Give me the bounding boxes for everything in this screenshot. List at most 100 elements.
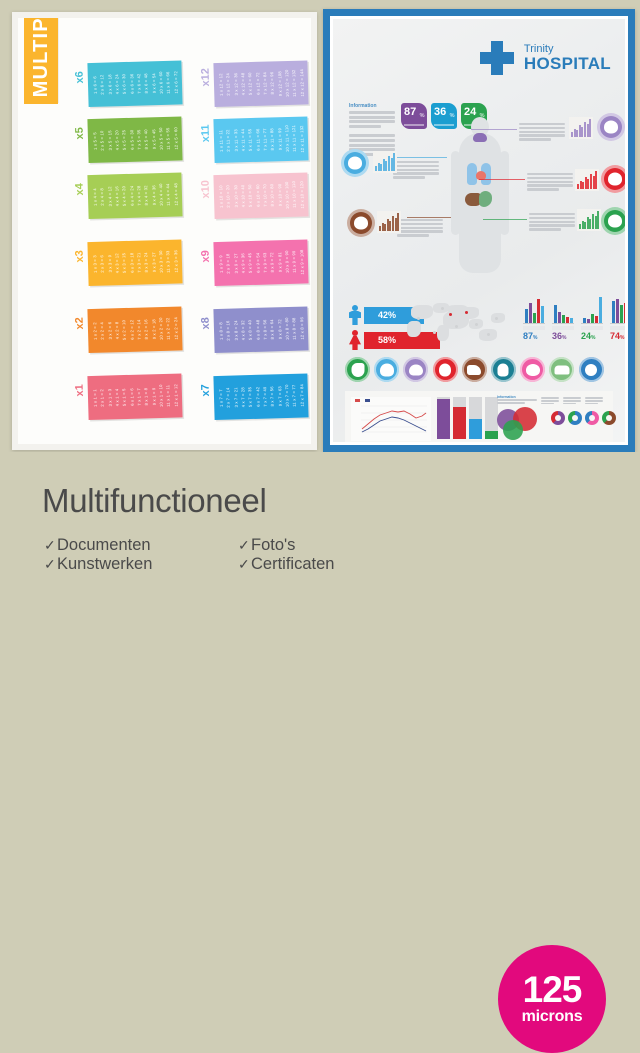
figure-head	[352, 330, 358, 336]
table-label: x11	[199, 124, 213, 143]
bar	[533, 313, 536, 323]
map-landmass	[437, 325, 449, 341]
map-landmass	[459, 307, 479, 319]
text-line	[527, 180, 573, 183]
text-line	[349, 115, 395, 119]
text-line	[527, 188, 560, 191]
bar-stat-36: 36%	[552, 295, 574, 341]
text-line	[527, 184, 573, 187]
mini-bar	[590, 174, 592, 189]
text-line	[349, 111, 395, 114]
table-label: x2	[73, 316, 86, 330]
equation: 12 x 9 = 108	[298, 249, 305, 275]
bar-stat-caption	[581, 325, 603, 330]
tooth-icon	[490, 357, 516, 382]
mini-bar	[578, 125, 581, 137]
donut-chart	[602, 411, 616, 425]
callout-mini-chart	[577, 209, 601, 231]
map-marker	[487, 333, 490, 336]
text-line	[349, 124, 382, 128]
mini-bar	[397, 213, 400, 231]
equation: 12 x 10 = 120	[298, 180, 305, 209]
sleep-icon	[549, 357, 575, 382]
kidney-callout-icon	[601, 165, 625, 193]
table-label: x3	[73, 249, 86, 263]
mini-bar	[597, 211, 600, 229]
donut-charts-row	[551, 411, 616, 425]
gender-row: 42%	[349, 305, 440, 325]
text-line	[349, 134, 395, 138]
bar-stat-value: 36%	[552, 330, 567, 341]
callout-line	[395, 157, 447, 158]
icon-glyph	[439, 363, 452, 376]
feature-label: Kunstwerken	[57, 555, 153, 573]
text-line	[541, 399, 559, 402]
equation: 12 x 7 = 84	[298, 384, 305, 407]
gender-stats: 42% 58%	[349, 305, 440, 355]
mini-bar	[584, 122, 586, 137]
mini-bar	[379, 226, 381, 231]
map-landmass	[407, 321, 421, 337]
text-line	[349, 143, 395, 147]
promo-band: Multifunctioneel ✓Documenten ✓Kunstwerke…	[0, 452, 640, 1053]
kidney-icon	[432, 357, 458, 382]
mini-bar	[394, 218, 397, 231]
mini-bar	[592, 214, 594, 229]
bar	[570, 318, 573, 323]
table-label: x7	[199, 383, 212, 397]
mini-bar	[582, 182, 585, 189]
map-marker	[449, 313, 452, 316]
mini-bar	[584, 222, 587, 229]
bar-stat-value: 74%	[610, 330, 625, 341]
table-label: x4	[73, 182, 86, 196]
multiplication-title: MULTIPLICATION	[24, 18, 58, 104]
mini-bar	[385, 161, 388, 171]
column-bar	[437, 397, 450, 439]
stat-value: 24	[464, 106, 477, 118]
donut-chart	[585, 411, 599, 425]
mini-bar	[581, 127, 584, 137]
venn-diagram	[497, 407, 547, 442]
text-line	[519, 138, 552, 141]
brain-callout-icon	[597, 113, 625, 141]
equation: 12 x 12 = 144	[298, 68, 305, 97]
human-body-diagram	[445, 115, 515, 283]
column-bars-chart	[437, 397, 498, 439]
feature-item: ✓Kunstwerken	[44, 555, 238, 574]
body-arm-right	[500, 151, 509, 235]
microns-value: 125	[522, 969, 583, 1010]
stat-underline	[404, 124, 424, 126]
table-label: x8	[199, 316, 212, 330]
feature-label: Documenten	[57, 536, 151, 554]
female-icon	[349, 330, 361, 350]
mini-bar	[579, 224, 581, 229]
mini-bar	[375, 166, 377, 171]
poster-comparison-image: MULTIPLICATION x11 x 1 = 12 x 1 = 23 x 1…	[0, 9, 640, 1053]
infographic-canvas: Trinity HOSPITAL Information 87% 36% 24%	[333, 19, 625, 442]
callout-text	[527, 173, 573, 192]
callout-line	[407, 217, 451, 218]
feature-item: ✓Certificaten	[238, 555, 334, 574]
text-line	[585, 397, 603, 399]
multiplication-table-x12: x12 1 x 12 = 12 2 x 12 = 24 3 x 12 = 36 4 x …	[195, 60, 309, 108]
liver-icon	[461, 357, 487, 382]
medical-cross-icon	[480, 41, 515, 75]
bar-stat-74: 74%	[610, 295, 625, 341]
icon-glyph	[585, 363, 597, 376]
text-line	[527, 173, 573, 176]
text-line	[541, 397, 559, 399]
feature-column-2: ✓Foto's ✓Certificaten	[238, 536, 334, 574]
bar	[599, 297, 602, 323]
stat-underline	[434, 124, 454, 126]
table-label: x1	[73, 383, 86, 397]
bar-stat-caption	[523, 325, 545, 330]
organ-glyph	[608, 172, 622, 186]
mini-bar	[388, 156, 390, 171]
